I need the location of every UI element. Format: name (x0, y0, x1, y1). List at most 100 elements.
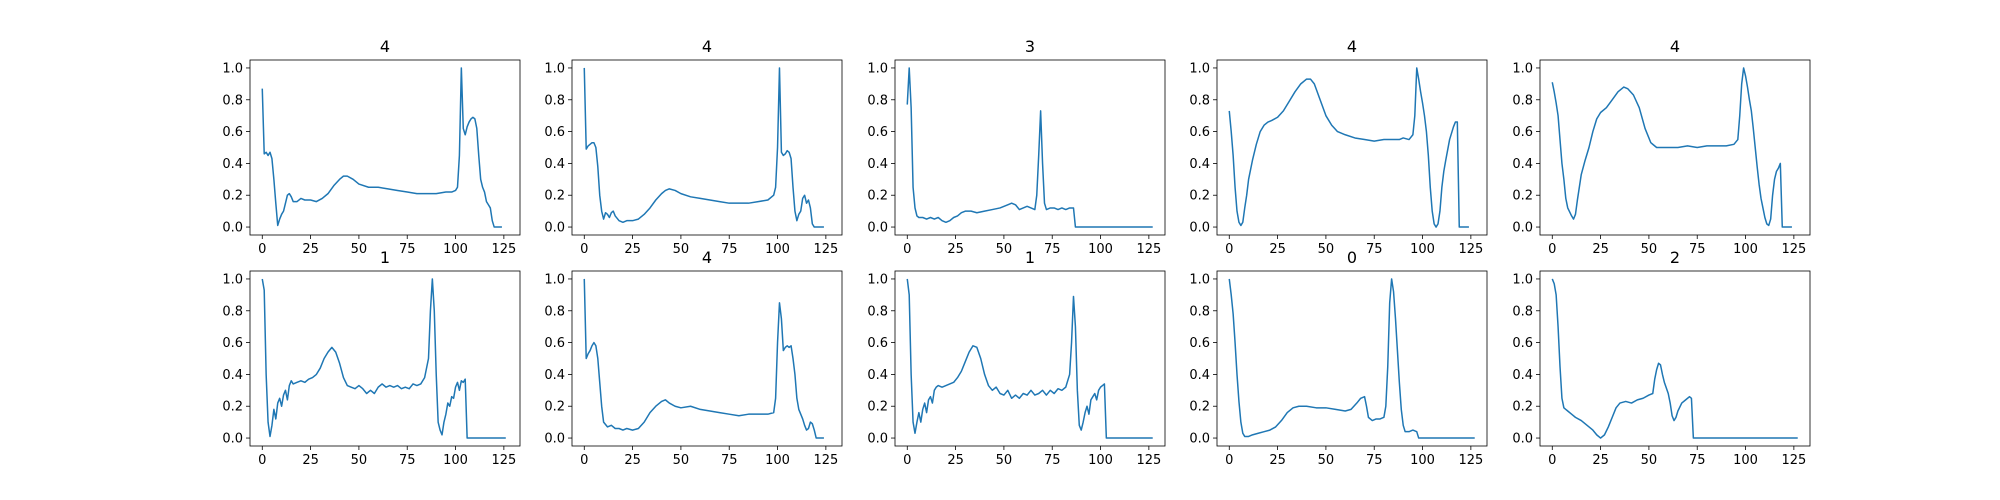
series-line (906, 67, 1153, 228)
x-tick-label: 0 (1548, 242, 1556, 257)
x-tick-label: 100 (765, 242, 790, 257)
y-tick-label: 0.4 (1189, 368, 1210, 383)
x-tick-label: 75 (1366, 453, 1383, 468)
y-tick-label: 0.8 (222, 304, 243, 319)
series-line (583, 67, 824, 228)
x-tick-label: 50 (1318, 242, 1335, 257)
x-tick-label: 0 (580, 242, 588, 257)
x-tick-label: 100 (1733, 453, 1758, 468)
x-tick-label: 0 (580, 453, 588, 468)
x-tick-label: 100 (1088, 453, 1113, 468)
axes-frame (1216, 59, 1488, 236)
x-tick-label: 25 (1592, 242, 1609, 257)
axes-frame (1539, 270, 1811, 447)
subplot-title: 4 (1670, 37, 1680, 56)
subplot-title: 4 (702, 37, 712, 56)
x-tick-label: 0 (1225, 453, 1233, 468)
y-tick-label: 0.4 (222, 157, 243, 172)
y-tick-label: 0.8 (1189, 304, 1210, 319)
y-tick-label: 0.2 (222, 189, 243, 204)
y-tick-label: 0.4 (867, 157, 888, 172)
y-tick-label: 0.0 (544, 221, 565, 236)
x-tick-label: 125 (491, 453, 516, 468)
x-tick-label: 25 (624, 242, 641, 257)
series-line (1551, 67, 1792, 228)
x-tick-label: 50 (673, 242, 690, 257)
y-tick-label: 0.2 (867, 400, 888, 415)
y-tick-label: 0.4 (1512, 157, 1533, 172)
x-tick-label: 75 (721, 242, 738, 257)
x-tick-label: 75 (1044, 242, 1061, 257)
x-tick-label: 75 (1689, 453, 1706, 468)
y-tick-label: 0.8 (1512, 304, 1533, 319)
y-tick-label: 1.0 (1512, 61, 1533, 76)
x-tick-label: 125 (813, 453, 838, 468)
axes-frame (894, 270, 1166, 447)
series-line (1228, 67, 1469, 228)
axes-frame (894, 59, 1166, 236)
subplot-10: 2 0 25 50 75 100 125 0.0 0.2 0.4 0.6 0.8 1.0 (1512, 248, 1811, 468)
y-tick-label: 1.0 (867, 61, 888, 76)
y-tick-label: 0.6 (222, 336, 243, 351)
x-tick-label: 25 (624, 453, 641, 468)
y-tick-label: 0.0 (222, 432, 243, 447)
y-tick-label: 0.8 (1512, 93, 1533, 108)
x-tick-label: 25 (1269, 242, 1286, 257)
x-tick-label: 50 (1318, 453, 1335, 468)
x-tick-label: 75 (1366, 242, 1383, 257)
x-tick-label: 50 (996, 242, 1013, 257)
subplot-8: 1 0 25 50 75 100 125 0.0 0.2 0.4 0.6 0.8 1.0 (867, 248, 1166, 468)
series-line (1551, 278, 1798, 439)
y-tick-label: 0.2 (1189, 400, 1210, 415)
y-tick-label: 1.0 (867, 272, 888, 287)
y-tick-label: 0.4 (222, 368, 243, 383)
y-tick-label: 0.2 (1189, 189, 1210, 204)
x-tick-label: 100 (1410, 242, 1435, 257)
y-tick-label: 1.0 (222, 272, 243, 287)
y-tick-label: 0.4 (1189, 157, 1210, 172)
y-tick-label: 1.0 (544, 61, 565, 76)
subplot-6: 1 0 25 50 75 100 125 0.0 0.2 0.4 0.6 0.8 1.0 (222, 248, 521, 468)
subplot-1: 4 0 25 50 75 100 125 0.0 0.2 0.4 0.6 0.8 1.0 (222, 37, 521, 257)
y-tick-label: 0.8 (222, 93, 243, 108)
axes-frame (1539, 59, 1811, 236)
x-tick-label: 100 (1733, 242, 1758, 257)
x-tick-label: 75 (399, 453, 416, 468)
y-tick-label: 0.6 (1512, 125, 1533, 140)
y-tick-label: 0.0 (1512, 221, 1533, 236)
y-tick-label: 0.6 (867, 336, 888, 351)
x-tick-label: 0 (903, 242, 911, 257)
subplot-title: 2 (1670, 248, 1680, 267)
x-tick-label: 0 (1548, 453, 1556, 468)
y-tick-label: 0.2 (222, 400, 243, 415)
x-tick-label: 75 (399, 242, 416, 257)
x-tick-label: 50 (996, 453, 1013, 468)
x-tick-label: 100 (1088, 242, 1113, 257)
x-tick-label: 125 (1781, 453, 1806, 468)
y-tick-label: 1.0 (544, 272, 565, 287)
y-tick-label: 0.6 (544, 125, 565, 140)
y-tick-label: 0.6 (544, 336, 565, 351)
series-line (261, 67, 502, 228)
y-tick-label: 0.0 (1512, 432, 1533, 447)
y-tick-label: 0.2 (867, 189, 888, 204)
x-tick-label: 25 (947, 453, 964, 468)
x-tick-label: 75 (1689, 242, 1706, 257)
subplot-2: 4 0 25 50 75 100 125 0.0 0.2 0.4 0.6 0.8 1.0 (544, 37, 843, 257)
series-line (1228, 278, 1475, 439)
axes-frame (249, 270, 521, 447)
x-tick-label: 0 (258, 453, 266, 468)
y-tick-label: 0.8 (544, 304, 565, 319)
x-tick-label: 0 (1225, 242, 1233, 257)
y-tick-label: 0.4 (544, 157, 565, 172)
subplot-title: 4 (702, 248, 712, 267)
y-tick-label: 1.0 (222, 61, 243, 76)
y-tick-label: 0.6 (867, 125, 888, 140)
y-tick-label: 1.0 (1189, 61, 1210, 76)
y-tick-label: 0.6 (1189, 336, 1210, 351)
x-tick-label: 50 (351, 242, 368, 257)
y-tick-label: 0.2 (1512, 400, 1533, 415)
y-tick-label: 0.4 (867, 368, 888, 383)
subplot-title: 3 (1025, 37, 1035, 56)
